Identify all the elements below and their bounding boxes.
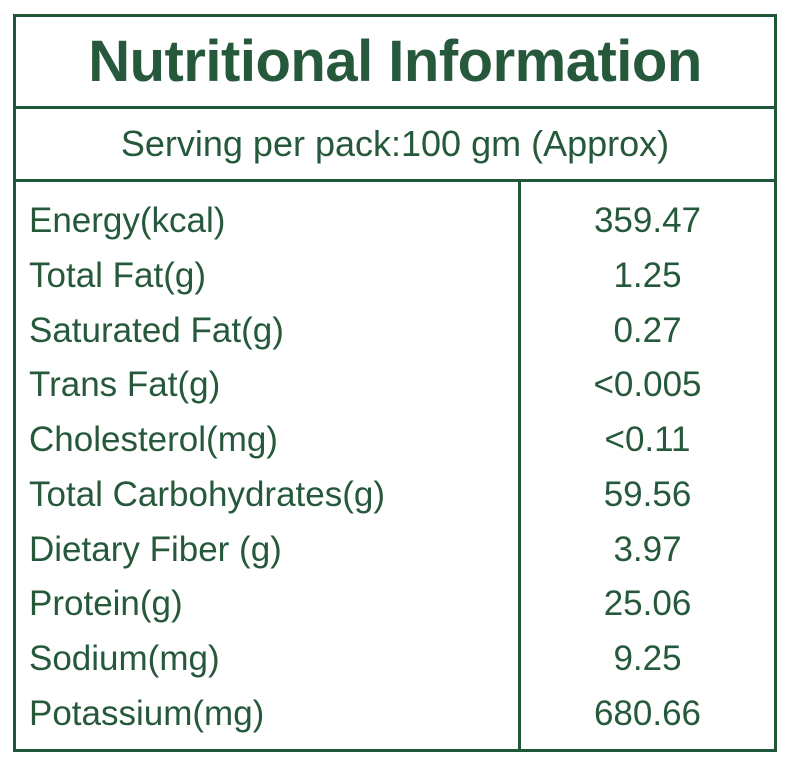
nutrient-value-trans-fat: <0.005 bbox=[593, 365, 702, 405]
nutrient-value-total-fat: 1.25 bbox=[613, 256, 682, 296]
nutrient-name-saturated-fat: Saturated Fat(g) bbox=[29, 310, 284, 350]
nutrient-name-sodium: Sodium(mg) bbox=[29, 638, 220, 678]
serving-per-pack-text: Serving per pack:100 gm (Approx) bbox=[120, 123, 670, 164]
nutrient-value-protein: 25.06 bbox=[603, 584, 692, 624]
nutrient-value-sodium: 9.25 bbox=[613, 638, 682, 678]
nutrient-name-trans-fat: Trans Fat(g) bbox=[29, 365, 221, 405]
nutrient-value-potassium: 680.66 bbox=[593, 693, 702, 733]
nutrient-value-dietary-fiber: 3.97 bbox=[613, 529, 682, 569]
nutrient-value-energy: 359.47 bbox=[593, 201, 702, 241]
nutrient-name-column: Energy(kcal) Total Fat(g) Saturated Fat(… bbox=[16, 182, 518, 749]
nutrient-name-protein: Protein(g) bbox=[29, 584, 183, 624]
nutrition-label-frame: Nutritional Information Serving per pack… bbox=[13, 14, 777, 752]
nutrient-name-total-fat: Total Fat(g) bbox=[29, 256, 206, 296]
title-section: Nutritional Information bbox=[16, 17, 774, 109]
nutrient-name-carbohydrates: Total Carbohydrates(g) bbox=[29, 474, 385, 514]
serving-section: Serving per pack:100 gm (Approx) bbox=[16, 109, 774, 182]
nutrient-value-cholesterol: <0.11 bbox=[604, 420, 691, 460]
nutrient-name-cholesterol: Cholesterol(mg) bbox=[29, 420, 278, 460]
nutrient-value-carbohydrates: 59.56 bbox=[603, 474, 692, 514]
nutrient-value-saturated-fat: 0.27 bbox=[613, 310, 682, 350]
nutrition-table: Energy(kcal) Total Fat(g) Saturated Fat(… bbox=[16, 182, 774, 749]
nutrient-name-dietary-fiber: Dietary Fiber (g) bbox=[29, 529, 282, 569]
nutrient-value-column: 359.47 1.25 0.27 <0.005 <0.11 59.56 3.97… bbox=[518, 182, 774, 749]
nutrient-name-energy: Energy(kcal) bbox=[29, 201, 226, 241]
nutrient-name-potassium: Potassium(mg) bbox=[29, 693, 265, 733]
page-title: Nutritional Information bbox=[88, 29, 702, 94]
